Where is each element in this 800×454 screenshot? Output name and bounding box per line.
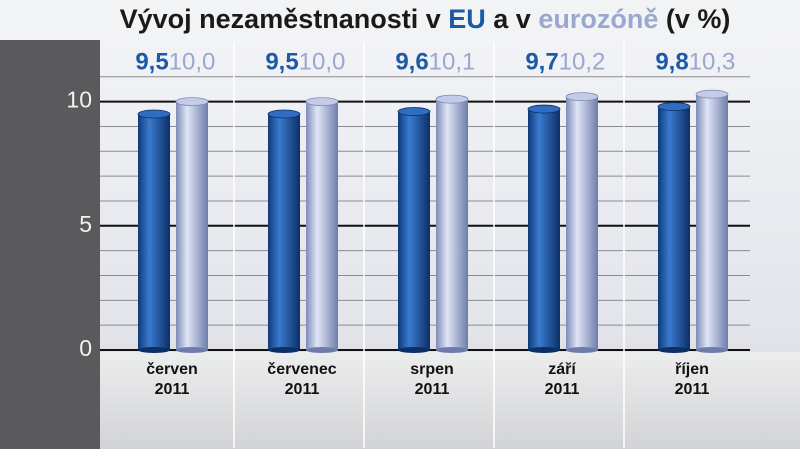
bar-base <box>138 347 170 353</box>
bar <box>658 106 690 350</box>
bar <box>306 101 338 350</box>
bar <box>696 94 728 351</box>
bar <box>176 101 208 350</box>
x-tick-label: říjen <box>675 361 709 378</box>
x-tick-label: červenec <box>267 361 336 378</box>
value-label: 10,2 <box>559 48 606 75</box>
bar-cap <box>657 102 691 111</box>
side-panel <box>0 0 100 449</box>
bar-cap <box>175 97 209 107</box>
bar-cap <box>527 104 561 114</box>
x-tick-year: 2011 <box>415 381 450 398</box>
bar-base <box>176 347 208 353</box>
value-label: 9,6 <box>395 48 428 75</box>
chart-title: Vývoj nezaměstnanosti v EU a v eurozóně … <box>120 4 731 34</box>
bar-cap <box>137 109 171 119</box>
x-tick-year: 2011 <box>285 381 320 398</box>
title-band <box>0 0 800 40</box>
x-tick-year: 2011 <box>675 381 710 398</box>
y-tick-label: 10 <box>66 87 92 113</box>
value-label: 10,3 <box>689 48 736 75</box>
value-label: 9,5 <box>135 48 168 75</box>
legend-entry: EU <box>448 4 486 34</box>
bar-cap <box>435 94 469 104</box>
value-label: 9,8 <box>655 48 688 75</box>
bar-base <box>436 347 468 353</box>
value-label: 10,0 <box>169 48 216 75</box>
bar <box>436 99 468 351</box>
y-tick-label: 5 <box>79 211 92 237</box>
bar-base <box>658 347 690 353</box>
value-label: 10,1 <box>429 48 476 75</box>
bar <box>268 114 300 350</box>
bar-cap <box>267 109 301 119</box>
bar-base <box>566 347 598 353</box>
bar <box>398 111 430 350</box>
bar-cap <box>305 97 339 107</box>
bar <box>566 96 598 350</box>
bar <box>138 114 170 350</box>
legend-entry: eurozóně <box>538 4 658 34</box>
bar-cap <box>695 89 729 99</box>
bar <box>528 109 560 350</box>
x-tick-label: srpen <box>410 361 454 378</box>
bar-base <box>528 347 560 353</box>
y-tick-label: 0 <box>79 335 92 361</box>
x-tick-label: září <box>548 361 576 378</box>
bar-cap <box>565 92 599 102</box>
x-tick-year: 2011 <box>155 381 190 398</box>
floor <box>100 352 800 449</box>
value-label: 10,0 <box>299 48 346 75</box>
value-label: 9,7 <box>525 48 558 75</box>
value-label: 9,5 <box>265 48 298 75</box>
bar-base <box>696 347 728 353</box>
bar-base <box>398 347 430 353</box>
bar-cap <box>397 107 431 116</box>
x-tick-label: červen <box>146 361 198 378</box>
x-tick-year: 2011 <box>545 381 580 398</box>
bar-base <box>268 347 300 353</box>
bar-base <box>306 347 338 353</box>
